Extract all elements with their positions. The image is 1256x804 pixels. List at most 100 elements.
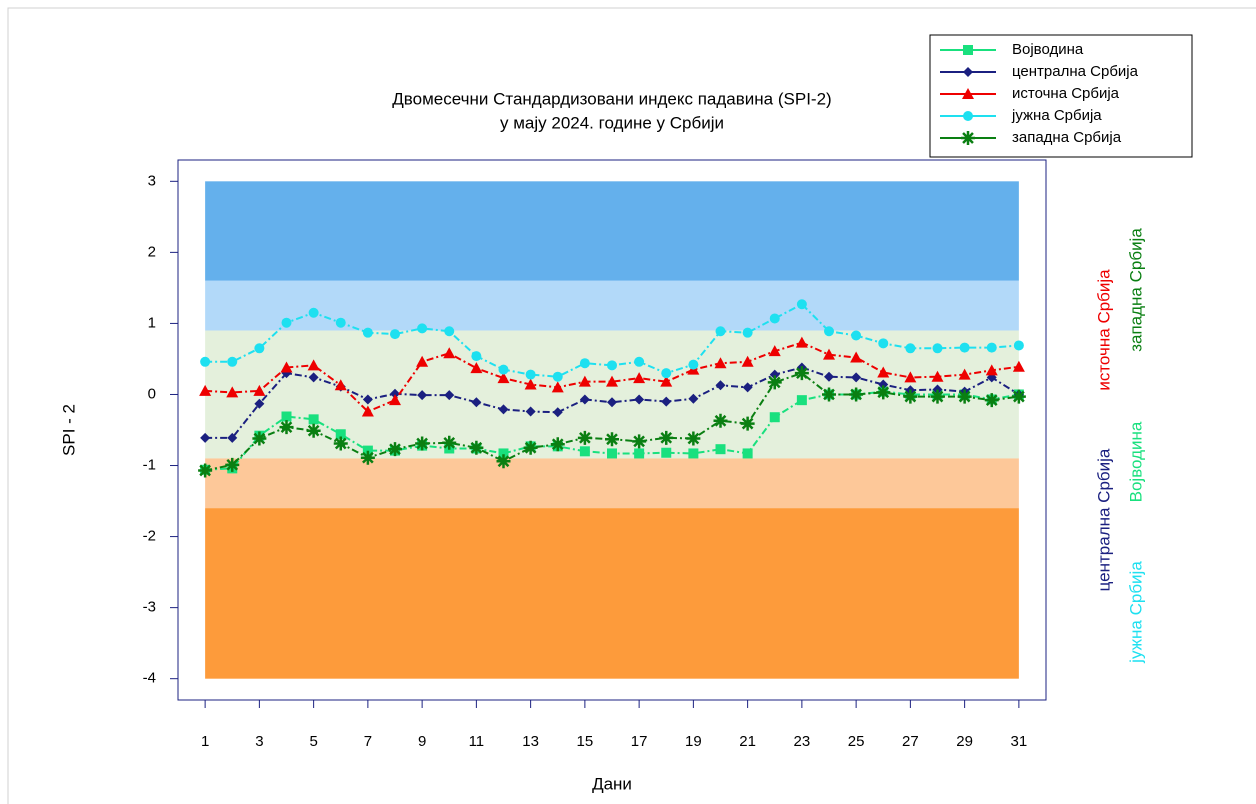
- x-tick-label: 15: [577, 733, 594, 750]
- legend-marker: [962, 88, 974, 99]
- marker: [335, 317, 346, 328]
- marker: [688, 448, 699, 459]
- x-tick-label: 19: [685, 733, 702, 750]
- marker: [850, 351, 863, 363]
- marker: [607, 360, 617, 371]
- marker: [905, 343, 916, 354]
- band: [205, 280, 1019, 331]
- marker: [442, 435, 457, 450]
- marker: [362, 327, 373, 338]
- marker: [740, 416, 755, 431]
- marker: [361, 405, 374, 417]
- marker: [226, 386, 239, 398]
- marker: [769, 412, 780, 423]
- x-axis-label: Дани: [592, 774, 632, 793]
- marker: [632, 434, 647, 449]
- side-label: Војводина: [1126, 421, 1145, 502]
- marker: [904, 371, 917, 383]
- marker: [389, 394, 401, 406]
- marker: [932, 384, 943, 395]
- x-tick-label: 27: [902, 733, 919, 750]
- marker: [824, 326, 834, 337]
- marker: [471, 397, 482, 408]
- marker: [577, 430, 592, 445]
- marker: [959, 342, 970, 353]
- marker: [851, 330, 862, 341]
- marker: [877, 366, 890, 378]
- marker: [333, 436, 348, 451]
- marker: [822, 387, 836, 402]
- marker: [579, 446, 590, 457]
- side-label: западна Србија: [1126, 228, 1145, 352]
- marker: [607, 448, 617, 459]
- marker: [308, 414, 319, 425]
- marker: [390, 388, 400, 399]
- band: [205, 508, 1019, 679]
- marker: [659, 430, 674, 445]
- marker: [551, 381, 564, 393]
- legend-label: Војводина: [1012, 41, 1084, 58]
- marker: [768, 345, 781, 357]
- marker: [444, 390, 455, 401]
- marker: [742, 327, 753, 338]
- marker: [281, 411, 292, 422]
- marker: [552, 371, 563, 382]
- y-tick-label: -1: [143, 456, 156, 473]
- x-tick-label: 7: [364, 733, 372, 750]
- marker: [279, 420, 294, 435]
- marker: [579, 394, 590, 405]
- marker: [254, 343, 265, 354]
- marker: [471, 351, 482, 362]
- band: [205, 181, 1019, 281]
- marker: [796, 299, 807, 310]
- marker: [769, 313, 780, 324]
- marker: [715, 380, 726, 391]
- y-tick-label: 2: [148, 243, 156, 260]
- marker: [824, 371, 834, 382]
- marker: [281, 317, 292, 328]
- marker: [200, 356, 211, 367]
- x-tick-label: 23: [794, 733, 811, 750]
- marker: [985, 364, 998, 376]
- chart-title: Двомесечни Стандардизовани индекс падави…: [392, 89, 831, 108]
- marker: [661, 447, 672, 458]
- marker: [444, 326, 455, 337]
- marker: [876, 385, 891, 400]
- marker: [524, 378, 537, 390]
- marker: [307, 359, 320, 371]
- marker: [227, 432, 238, 443]
- marker: [633, 372, 646, 384]
- x-tick-label: 13: [522, 733, 539, 750]
- side-label: јужна Србија: [1126, 561, 1145, 664]
- marker: [198, 463, 213, 478]
- marker: [416, 355, 429, 367]
- marker: [713, 413, 728, 428]
- legend-label: централна Србија: [1012, 63, 1139, 80]
- x-tick-label: 31: [1011, 733, 1028, 750]
- marker: [1013, 340, 1024, 351]
- marker: [415, 436, 430, 451]
- x-tick-label: 11: [469, 733, 485, 750]
- marker: [362, 394, 373, 405]
- marker: [469, 440, 484, 455]
- marker: [715, 326, 726, 337]
- marker: [796, 395, 807, 406]
- y-tick-label: 0: [148, 385, 156, 402]
- x-tick-label: 1: [201, 733, 209, 750]
- marker: [878, 338, 889, 349]
- x-tick-label: 21: [739, 733, 756, 750]
- marker: [200, 432, 211, 443]
- marker: [362, 445, 373, 456]
- y-tick-label: 1: [148, 314, 156, 331]
- marker: [930, 389, 945, 404]
- marker: [417, 323, 428, 334]
- marker: [417, 390, 428, 401]
- marker: [498, 404, 509, 415]
- marker: [742, 448, 753, 459]
- marker: [849, 387, 864, 402]
- marker: [688, 359, 699, 370]
- x-tick-label: 25: [848, 733, 865, 750]
- marker: [903, 389, 918, 404]
- y-tick-label: -2: [143, 528, 156, 545]
